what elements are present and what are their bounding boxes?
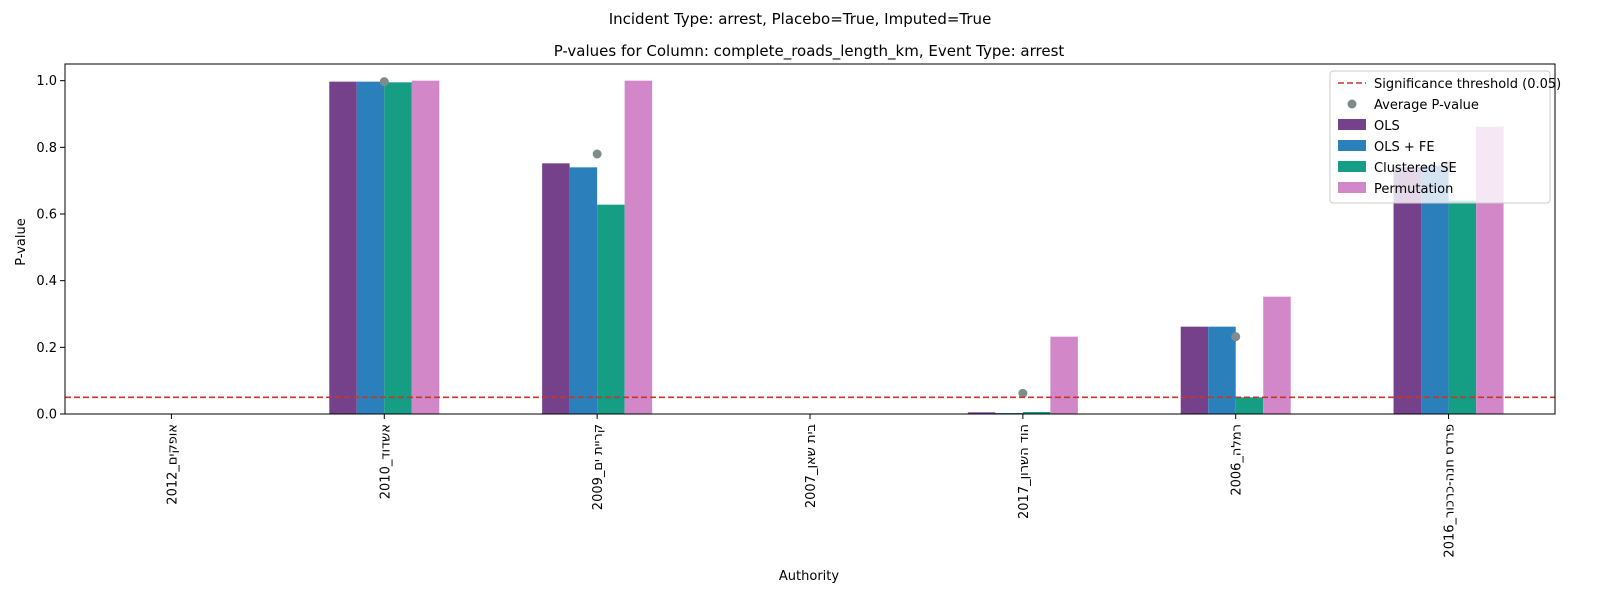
bar xyxy=(1208,326,1236,414)
chart-title: P-values for Column: complete_roads_leng… xyxy=(554,42,1065,61)
bar xyxy=(1022,412,1051,414)
legend-box xyxy=(1329,70,1551,204)
bar xyxy=(569,167,598,414)
bar xyxy=(1448,200,1477,414)
legend-label: OLS + FE xyxy=(1374,140,1435,155)
plot-area: 0.0 0.2 0.4 0.6 0.8 1.0 אופקים_2012 אשדוד_2010 ק… xyxy=(36,63,1561,558)
x-tick-label: אשדוד_2010 xyxy=(378,424,393,499)
x-tick-label: רמלה_2006 xyxy=(1230,424,1245,496)
legend-label: Significance threshold (0.05) xyxy=(1374,77,1561,92)
x-tick-label: הוד השרון_2017 xyxy=(1017,424,1032,519)
legend-swatch xyxy=(1338,140,1366,151)
average-point xyxy=(592,149,602,159)
bar xyxy=(597,204,625,414)
bar xyxy=(384,82,412,414)
bar xyxy=(967,412,996,414)
bar xyxy=(1180,326,1209,414)
bar xyxy=(1050,336,1078,414)
legend-swatch xyxy=(1338,119,1366,130)
x-tick-label: בית שאן_2007 xyxy=(804,424,819,508)
bar xyxy=(542,163,570,414)
y-tick-label: 0.2 xyxy=(36,341,57,356)
legend-label: Permutation xyxy=(1374,182,1453,197)
legend-swatch xyxy=(1338,161,1366,172)
bar xyxy=(1235,397,1264,414)
bar xyxy=(356,81,385,415)
bar xyxy=(1393,167,1422,414)
bar xyxy=(624,80,653,415)
bar xyxy=(411,80,440,415)
average-point xyxy=(379,77,389,87)
average-point xyxy=(1231,332,1241,342)
x-tick-label: פרדס חנה-כרכור_2016 xyxy=(1443,424,1458,558)
legend-label: Average P-value xyxy=(1374,98,1479,113)
legend-label: OLS xyxy=(1374,119,1400,134)
bar xyxy=(1263,296,1291,414)
x-tick-label: אופקים_2012 xyxy=(165,424,180,505)
y-tick-label: 0.6 xyxy=(36,208,57,223)
x-axis-label: Authority xyxy=(779,569,839,584)
y-tick-label: 1.0 xyxy=(36,74,57,89)
bar xyxy=(329,81,357,415)
average-point xyxy=(1018,388,1028,398)
legend-swatch xyxy=(1338,182,1366,193)
legend-label: Clustered SE xyxy=(1374,161,1457,176)
y-axis-label: P-value xyxy=(14,218,29,265)
bar xyxy=(1421,165,1449,414)
x-tick-label: קריית ים_2009 xyxy=(591,424,606,510)
legend-swatch xyxy=(1347,99,1357,109)
y-tick-label: 0.8 xyxy=(36,141,57,156)
y-tick-label: 0.4 xyxy=(36,274,57,289)
chart-suptitle: Incident Type: arrest, Placebo=True, Imp… xyxy=(609,10,992,28)
y-tick-label: 0.0 xyxy=(36,408,57,423)
